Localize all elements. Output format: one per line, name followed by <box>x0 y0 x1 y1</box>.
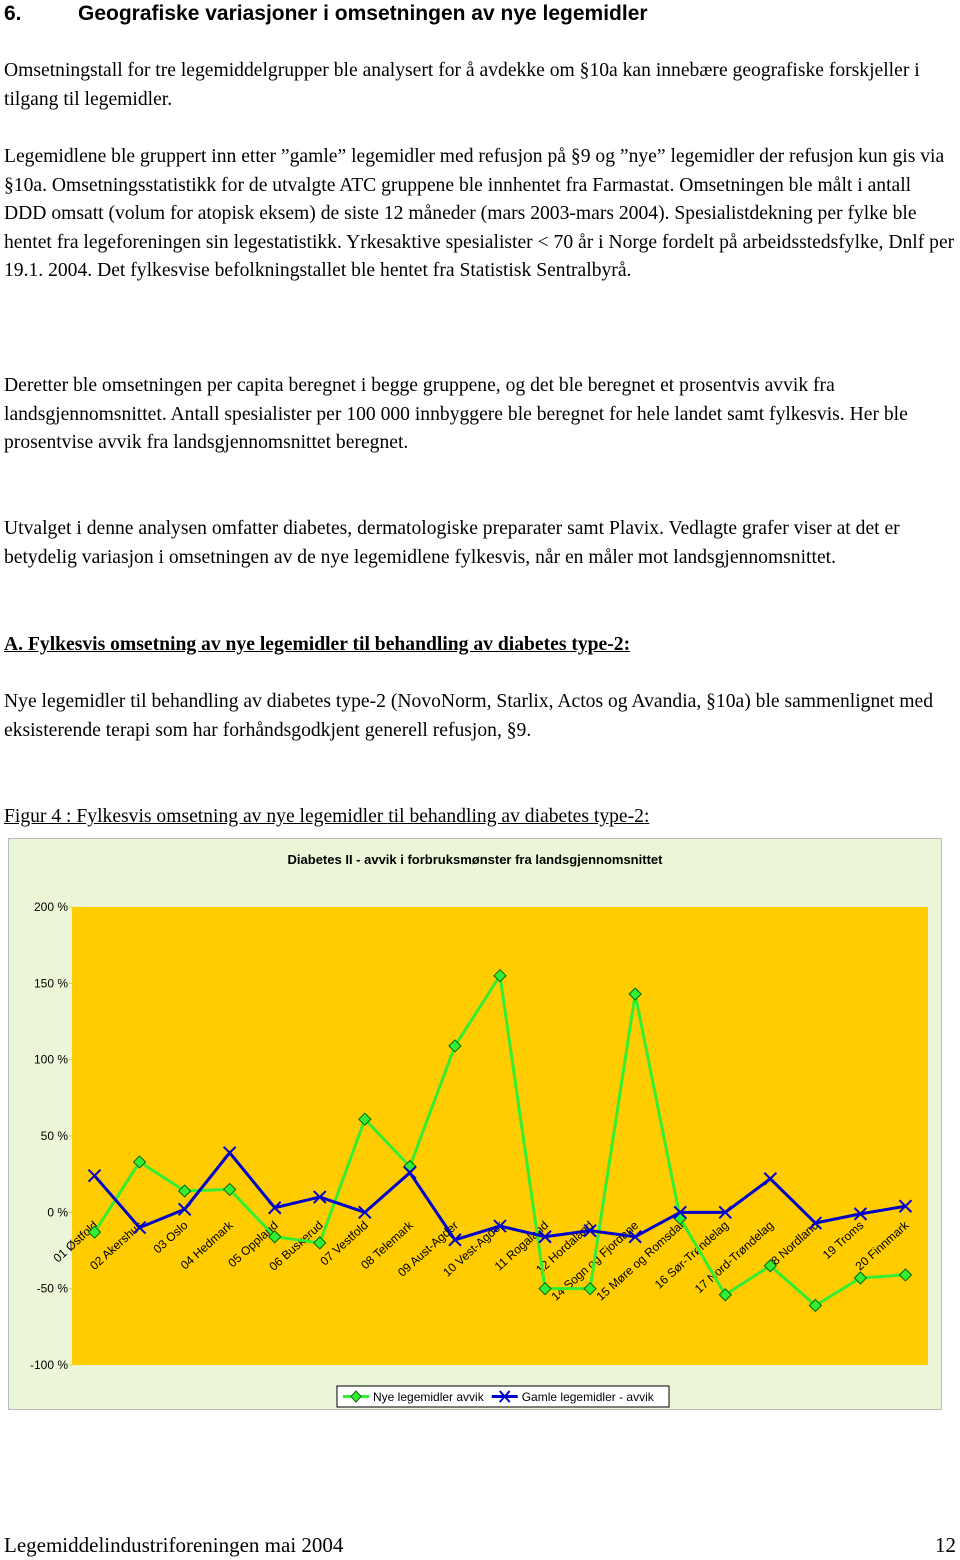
point <box>583 1281 597 1296</box>
point <box>448 1233 462 1247</box>
point <box>763 1259 778 1273</box>
point <box>538 1281 552 1296</box>
y-tick-label: -50 % <box>37 1282 69 1296</box>
paragraph: Utvalget i denne analysen omfatter diabe… <box>4 518 900 568</box>
legend-label: Nye legemidler avvik <box>373 1390 485 1404</box>
point <box>358 1112 372 1126</box>
point <box>87 1168 102 1183</box>
point <box>177 1184 192 1198</box>
point <box>718 1288 732 1302</box>
figure-caption: Figur 4 : Fylkesvis omsetning av nye leg… <box>4 806 650 827</box>
point <box>448 1039 462 1053</box>
y-tick-label: 150 % <box>34 976 68 990</box>
y-tick-label: 50 % <box>41 1129 69 1143</box>
chart-title: Diabetes II - avvik i forbruksmønster fr… <box>288 852 664 867</box>
point <box>132 1155 147 1169</box>
point <box>898 1199 913 1213</box>
y-tick-label: 200 % <box>34 900 68 914</box>
point <box>628 987 642 1001</box>
point <box>222 1182 237 1197</box>
point <box>763 1172 778 1186</box>
point <box>628 1230 642 1244</box>
chart: Diabetes II - avvik i forbruksmønster fr… <box>8 838 942 1410</box>
y-tick-label: 100 % <box>34 1053 68 1067</box>
legend-marker <box>350 1390 362 1403</box>
paragraph: Deretter ble omsetningen per capita bere… <box>4 375 908 454</box>
point <box>403 1165 417 1180</box>
point <box>853 1271 868 1285</box>
point <box>583 1223 597 1238</box>
heading-title: Geografiske variasjoner i omsetningen av… <box>78 2 648 25</box>
page-number: 12 <box>935 1533 956 1557</box>
point <box>222 1146 237 1160</box>
heading-number: 6. <box>4 2 22 25</box>
paragraph: Legemidlene ble gruppert inn etter ”gaml… <box>4 146 955 282</box>
point <box>268 1230 282 1244</box>
point <box>493 1219 507 1233</box>
y-tick-label: 0 % <box>47 1205 68 1219</box>
point <box>538 1230 552 1244</box>
point <box>313 1236 327 1250</box>
point <box>177 1202 192 1216</box>
point <box>718 1205 732 1220</box>
point <box>87 1225 102 1239</box>
point <box>898 1268 913 1282</box>
y-tick-label: -100 % <box>30 1358 68 1372</box>
legend-marker <box>498 1390 511 1403</box>
legend-label: Gamle legemidler - avvik <box>522 1390 655 1404</box>
legend-marker-shape <box>350 1390 362 1403</box>
point <box>673 1205 687 1220</box>
paragraph: Omsetningstall for tre legemiddelgrupper… <box>4 60 920 110</box>
point <box>853 1207 868 1221</box>
footer-left: Legemiddelindustriforeningen mai 2004 <box>4 1533 344 1557</box>
point <box>313 1190 327 1204</box>
point <box>808 1216 823 1230</box>
paragraph: Nye legemidler til behandling av diabete… <box>4 691 934 741</box>
section-title: A. Fylkesvis omsetning av nye legemidler… <box>4 634 631 655</box>
point <box>132 1220 147 1235</box>
point <box>493 968 507 983</box>
point <box>808 1298 823 1313</box>
legend-marker-shape <box>498 1390 511 1403</box>
point <box>358 1205 372 1220</box>
point <box>268 1201 282 1215</box>
